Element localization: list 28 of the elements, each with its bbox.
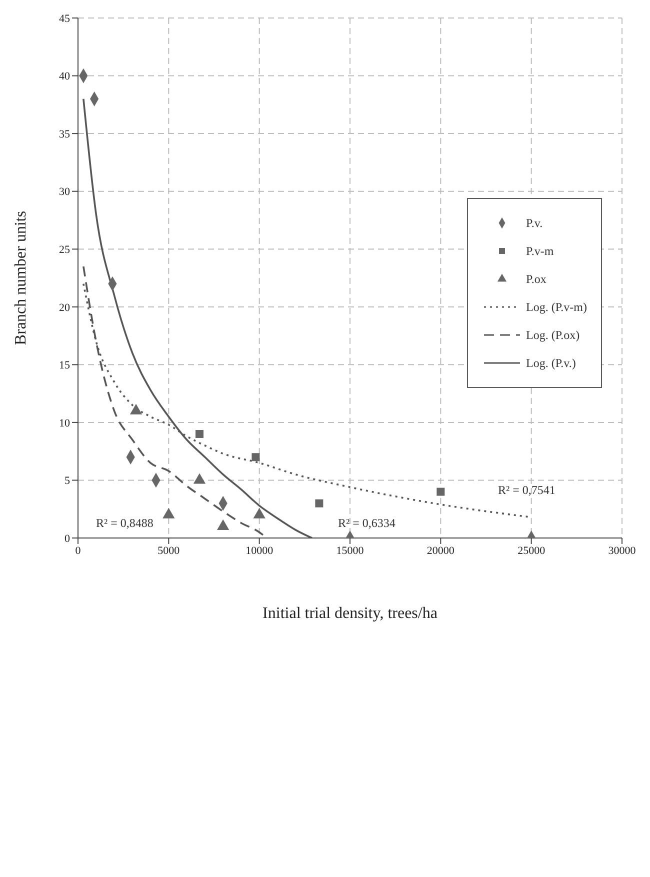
y-tick-label: 5 <box>64 475 70 488</box>
legend-label: P.v-m <box>526 244 554 258</box>
legend-label: Log. (P.v.) <box>526 356 576 370</box>
x-tick-label: 20000 <box>426 544 455 557</box>
y-tick-label: 0 <box>64 532 70 545</box>
legend-label: Log. (P.v-m) <box>526 300 587 314</box>
y-tick-label: 45 <box>59 12 70 25</box>
y-axis-title: Branch number units <box>12 210 30 346</box>
x-tick-label: 30000 <box>608 544 636 557</box>
x-tick-label: 15000 <box>336 544 364 557</box>
annotation: R² = 0,7541 <box>498 483 556 498</box>
y-tick-label: 35 <box>59 128 70 140</box>
legend-label: P.ox <box>526 272 546 286</box>
legend-label: Log. (P.ox) <box>526 328 580 342</box>
y-tick-label: 30 <box>59 186 70 198</box>
annotation: R² = 0,6334 <box>338 516 396 531</box>
x-tick-label: 10000 <box>246 544 274 557</box>
annotation: R² = 0,8488 <box>96 516 154 531</box>
y-tick-label: 20 <box>59 302 70 314</box>
x-axis-title: Initial trial density, trees/ha <box>262 605 438 622</box>
y-tick-label: 10 <box>59 417 70 430</box>
y-tick-label: 25 <box>59 244 70 256</box>
x-tick-label: 25000 <box>518 544 546 557</box>
x-tick-label: 0 <box>75 544 82 557</box>
legend-label: P.v. <box>526 216 543 230</box>
x-tick-label: 5000 <box>158 544 180 557</box>
y-tick-label: 15 <box>59 360 70 372</box>
y-tick-label: 40 <box>59 70 70 83</box>
